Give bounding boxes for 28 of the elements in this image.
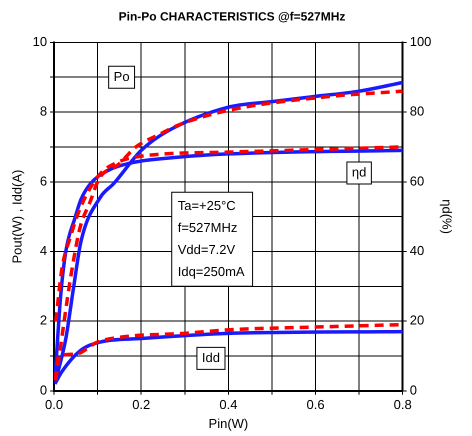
y-tick-label: 6 (40, 173, 48, 188)
y-axis-title: Pout(W) , Idd(A) (9, 170, 24, 264)
x-tick-label: 0.4 (219, 397, 238, 412)
y2-tick-label: 20 (410, 312, 424, 328)
x-tick-label: 0.0 (45, 397, 64, 412)
annotation: ηd (352, 164, 366, 180)
y2-tick-label: 0 (410, 382, 417, 398)
y-tick-label: 2 (40, 312, 48, 328)
y2-tick-label: 40 (410, 243, 424, 258)
y-tick-label: 4 (40, 243, 48, 258)
annotation: Idq=250mA (178, 264, 245, 279)
y2-tick-label: 60 (410, 173, 424, 188)
y-tick-label: 0 (40, 382, 48, 398)
y2-tick-label: 80 (410, 104, 424, 119)
annotation: Idd (202, 350, 220, 365)
x-axis-title: Pin(W) (208, 416, 248, 431)
annotation: Po (114, 68, 130, 84)
y2-tick-label: 100 (410, 34, 432, 49)
x-tick-label: 0.2 (132, 397, 150, 412)
annotation: Ta=+25°C (178, 198, 236, 213)
x-tick-label: 0.6 (306, 397, 325, 412)
x-tick-label: 0.8 (394, 397, 412, 412)
annotation: Vdd=7.2V (178, 242, 236, 257)
y-tick-label: 8 (40, 104, 48, 119)
y-tick-label: 10 (32, 34, 48, 49)
chart-title: Pin-Po CHARACTERISTICS @f=527MHz (118, 10, 346, 24)
annotation: f=527MHz (178, 220, 238, 235)
y2-axis-title: ηd(%) (440, 199, 455, 234)
